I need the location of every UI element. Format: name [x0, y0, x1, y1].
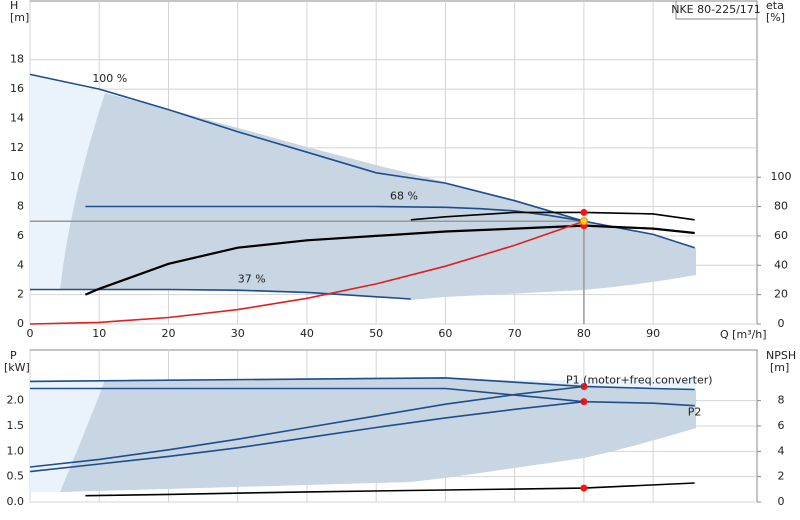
y2-tick-label: 8 — [778, 394, 785, 407]
x-tick-label: 50 — [369, 327, 383, 340]
y-tick-label: 6 — [17, 229, 24, 242]
y2-unit: [m] — [770, 361, 789, 374]
series-label: P2 — [688, 406, 702, 419]
y2-unit: [%] — [766, 11, 785, 24]
y-tick-label: 0.5 — [7, 470, 25, 483]
y-unit: [kW] — [4, 361, 30, 374]
y2-tick-label: 60 — [774, 229, 788, 242]
y-label: H — [10, 0, 18, 12]
main-area — [60, 93, 696, 300]
y2-tick-label: 20 — [774, 288, 788, 301]
chart-title: NKE 80-225/171 — [671, 3, 761, 16]
y2-tick-label: 4 — [778, 444, 785, 457]
y2-tick-label: 80 — [774, 200, 788, 213]
y2-tick-label: 0 — [778, 317, 785, 330]
series-line — [84, 224, 695, 296]
x-tick-label: 30 — [231, 327, 245, 340]
x-tick-label: 60 — [438, 327, 452, 340]
y2-label: eta — [766, 0, 784, 12]
series-line — [410, 211, 695, 221]
series-label: 37 % — [238, 272, 266, 285]
y-tick-label: 1.5 — [7, 419, 25, 432]
y-tick-label: 2 — [17, 288, 24, 301]
series-label: 68 % — [390, 190, 418, 203]
duty-marker — [580, 484, 588, 492]
y2-tick-label: 2 — [778, 470, 785, 483]
y-tick-label: 16 — [10, 82, 24, 95]
y-tick-label: 1.0 — [7, 444, 25, 457]
y2-tick-label: 40 — [774, 258, 788, 271]
y2-label: NPSH — [766, 349, 796, 362]
x-tick-label: 20 — [161, 327, 175, 340]
x-tick-label: 80 — [577, 327, 591, 340]
y-tick-label: 4 — [17, 258, 24, 271]
y-tick-label: 2.0 — [7, 394, 25, 407]
y-tick-label: 12 — [10, 141, 24, 154]
duty-marker — [580, 208, 588, 216]
series-label: 100 % — [92, 72, 127, 85]
series-line — [29, 385, 695, 468]
y-tick-label: 10 — [10, 170, 24, 183]
main-area — [60, 377, 696, 492]
y2-tick-label: 100 — [771, 170, 792, 183]
series-line — [30, 288, 411, 300]
y2-tick-label: 6 — [778, 419, 785, 432]
duty-marker — [580, 398, 588, 406]
x-tick-label: 70 — [508, 327, 522, 340]
y2-tick-label: 0 — [778, 495, 785, 508]
series-line — [29, 400, 695, 473]
y-tick-label: 18 — [10, 53, 24, 66]
series-line — [85, 482, 695, 497]
x-tick-label: 40 — [300, 327, 314, 340]
x-tick-label: 0 — [27, 327, 34, 340]
duty-point — [579, 217, 588, 226]
y-tick-label: 14 — [10, 111, 24, 124]
x-tick-label: 10 — [92, 327, 106, 340]
y-tick-label: 0.0 — [7, 495, 25, 508]
operating-area — [30, 73, 696, 492]
y-tick-label: 8 — [17, 200, 24, 213]
y-label: P — [10, 349, 17, 362]
series-label: P1 (motor+freq.converter) — [566, 373, 713, 386]
x-label: Q [m³/h] — [720, 328, 767, 341]
series-line — [29, 377, 584, 388]
series-line — [30, 387, 584, 403]
light-area — [30, 73, 105, 290]
series-line — [29, 220, 585, 325]
y-unit: [m] — [10, 11, 29, 24]
duty-marker — [580, 382, 588, 390]
title-box — [675, 0, 758, 20]
x-tick-label: 90 — [646, 327, 660, 340]
y-tick-label: 0 — [17, 317, 24, 330]
